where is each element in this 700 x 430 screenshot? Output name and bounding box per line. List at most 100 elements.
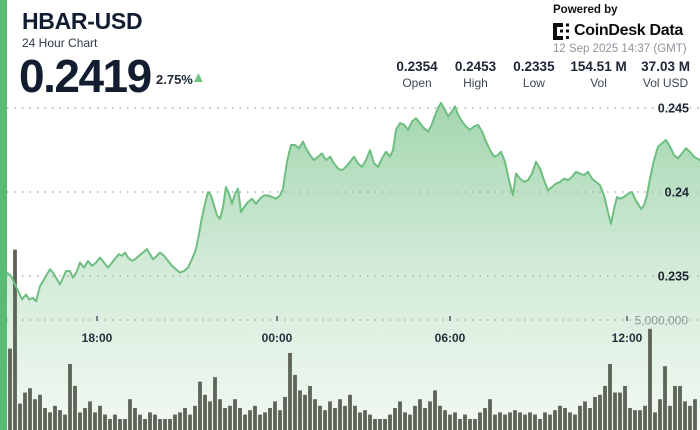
coindesk-logo-icon: [553, 22, 569, 40]
volume-bar: [508, 412, 512, 430]
volume-bar: [393, 408, 397, 430]
volume-bar: [493, 414, 497, 430]
volume-bar: [358, 412, 362, 430]
current-price: 0.2419: [19, 50, 152, 102]
volume-bar: [408, 414, 412, 430]
volume-bar: [73, 386, 77, 430]
x-axis-label: 18:00: [82, 331, 113, 345]
stat-vol-value: 154.51 M: [570, 59, 627, 74]
volume-bar: [363, 410, 367, 430]
volume-bar: [323, 410, 327, 430]
chart-subtitle: 24 Hour Chart: [22, 36, 98, 50]
volume-bar: [333, 408, 337, 430]
volume-bar: [38, 394, 42, 430]
volume-bar: [413, 405, 417, 430]
volume-bar: [33, 399, 37, 430]
volume-bar: [538, 419, 542, 430]
volume-bar: [453, 412, 457, 430]
volume-bar: [128, 399, 132, 430]
volume-bar: [163, 419, 167, 430]
volume-bar: [588, 408, 592, 430]
volume-bar: [618, 392, 622, 430]
volume-tick-label: 5,000,000: [635, 314, 689, 328]
volume-bar: [448, 414, 452, 430]
volume-bar: [398, 401, 402, 430]
volume-bar: [238, 408, 242, 430]
volume-bar: [673, 386, 677, 430]
volume-bar: [213, 377, 217, 430]
volume-bar: [223, 408, 227, 430]
x-axis-label: 06:00: [435, 331, 466, 345]
volume-bar: [53, 405, 57, 430]
stat-vol-usd-label: Vol USD: [642, 76, 689, 90]
volume-bar: [143, 419, 147, 430]
volume-bar: [23, 392, 27, 430]
volume-bar: [43, 408, 47, 430]
stat-vol-usd-value: 37.03 M: [641, 59, 690, 74]
volume-bar: [48, 412, 52, 430]
volume-bar: [353, 405, 357, 430]
coindesk-logo-text: CoinDesk Data: [574, 22, 684, 39]
volume-bar: [168, 419, 172, 430]
volume-bar: [298, 390, 302, 430]
volume-bar: [378, 419, 382, 430]
volume-bar: [318, 405, 322, 430]
volume-bar: [258, 414, 262, 430]
stat-vol-usd: 37.03 M Vol USD: [641, 59, 690, 90]
volume-bar: [553, 410, 557, 430]
volume-bar: [173, 414, 177, 430]
volume-bar: [433, 390, 437, 430]
volume-bar: [283, 397, 287, 430]
x-axis-label: 00:00: [262, 331, 293, 345]
volume-bar: [403, 412, 407, 430]
coindesk-logo[interactable]: CoinDesk Data: [553, 22, 700, 40]
volume-bar: [443, 410, 447, 430]
volume-bar: [118, 419, 122, 430]
volume-bar: [178, 412, 182, 430]
volume-bar: [343, 405, 347, 430]
accent-strip: [0, 0, 7, 430]
volume-bar: [548, 414, 552, 430]
price-tick-label: 0.245: [658, 102, 689, 116]
volume-bar: [528, 412, 532, 430]
volume-bar: [193, 405, 197, 430]
volume-bar: [63, 414, 67, 430]
volume-bar: [288, 353, 292, 430]
volume-bar: [248, 410, 252, 430]
stat-low-value: 0.2335: [513, 59, 555, 74]
page-title: HBAR-USD: [22, 8, 143, 34]
stat-high-label: High: [463, 76, 488, 90]
volume-bar: [8, 348, 12, 430]
volume-bar: [473, 419, 477, 430]
volume-bar: [418, 399, 422, 430]
volume-bar: [93, 412, 97, 430]
volume-bar: [78, 412, 82, 430]
volume-bar: [148, 412, 152, 430]
volume-bar: [468, 419, 472, 430]
volume-bar: [233, 399, 237, 430]
volume-bar: [98, 405, 102, 430]
stat-low: 0.2335 Low: [512, 59, 556, 90]
volume-bar: [633, 410, 637, 430]
volume-bar: [683, 401, 687, 430]
volume-bar: [203, 394, 207, 430]
volume-bar: [278, 410, 282, 430]
volume-bar: [423, 408, 427, 430]
volume-bar: [138, 414, 142, 430]
volume-bar: [83, 408, 87, 430]
volume-bar: [133, 408, 137, 430]
volume-bar: [543, 412, 547, 430]
stat-open-label: Open: [402, 76, 432, 90]
volume-bar: [523, 414, 527, 430]
volume-bar: [583, 401, 587, 430]
volume-bar: [13, 249, 17, 430]
volume-bar: [328, 401, 332, 430]
volume-bar: [613, 392, 617, 430]
volume-bar: [108, 419, 112, 430]
volume-bar: [368, 414, 372, 430]
volume-bar: [483, 408, 487, 430]
volume-bar: [388, 414, 392, 430]
volume-bar: [653, 412, 657, 430]
volume-bar: [663, 366, 667, 430]
